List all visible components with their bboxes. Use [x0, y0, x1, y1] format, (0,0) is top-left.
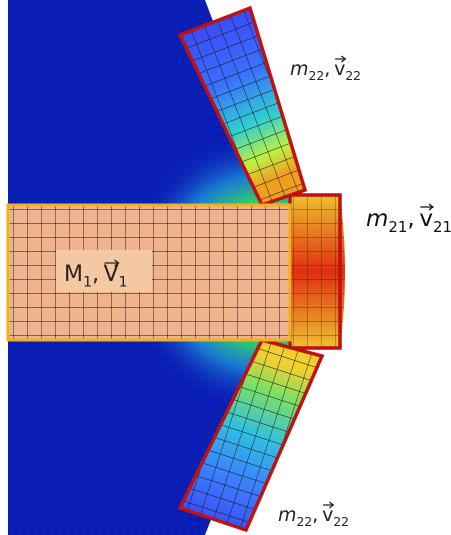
- velocity-index: 21: [433, 218, 451, 236]
- velocity-symbol: V: [103, 262, 118, 287]
- mass-index: 21: [388, 218, 407, 236]
- velocity-index: 22: [333, 515, 349, 529]
- separator: ,: [407, 206, 414, 232]
- separator: ,: [324, 58, 330, 80]
- label-top-plate: m22,v22: [290, 58, 361, 83]
- velocity-index: 1: [119, 275, 128, 291]
- simulation-diagram: m22,v22m21,v21M1,V1m22,v22: [0, 0, 451, 535]
- separator: ,: [92, 262, 99, 287]
- velocity-symbol: v: [419, 206, 433, 232]
- mass-symbol: m: [366, 206, 388, 232]
- velocity-index: 22: [345, 69, 361, 83]
- label-projectile: M1,V1: [64, 262, 128, 291]
- label-middle-plate: m21,v21: [366, 206, 451, 236]
- mass-symbol: m: [290, 58, 309, 80]
- mass-index: 1: [83, 275, 92, 291]
- middle-plate-grid: [290, 195, 345, 348]
- separator: ,: [312, 504, 318, 526]
- projectile: [8, 205, 290, 340]
- mass-symbol: M: [64, 262, 83, 287]
- velocity-symbol: v: [322, 504, 333, 526]
- mass-symbol: m: [278, 504, 297, 526]
- label-bottom-plate: m22,v22: [278, 504, 349, 529]
- mass-index: 22: [297, 515, 313, 529]
- middle-plate: [290, 195, 345, 348]
- mass-index: 22: [309, 69, 325, 83]
- velocity-symbol: v: [334, 58, 345, 80]
